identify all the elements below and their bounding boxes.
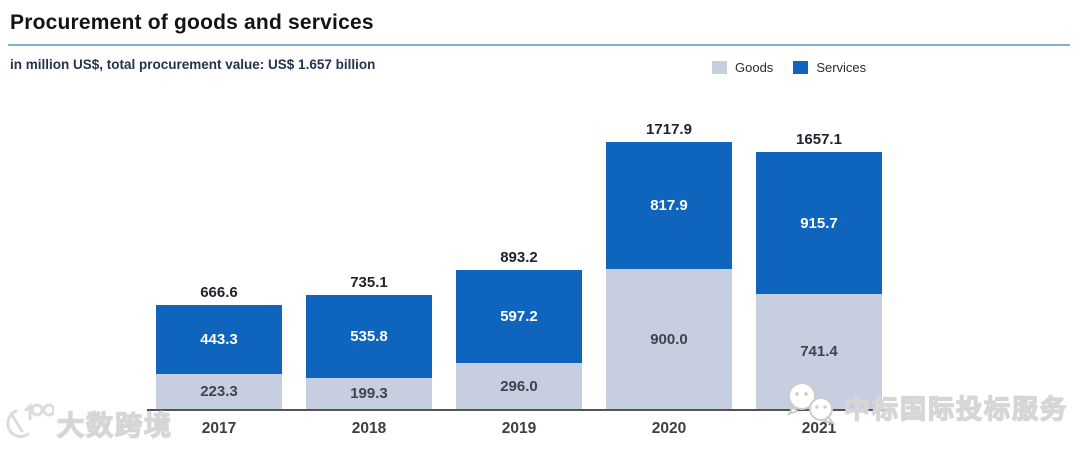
x-axis-label: 2018: [351, 420, 387, 437]
bar-group-2020: 1717.9 817.9 900.0 2020: [606, 0, 732, 437]
services-swatch-icon: [793, 61, 809, 74]
legend-label-services: Services: [816, 60, 867, 75]
goods-swatch-icon: [712, 61, 727, 74]
goods-value-label: 296.0: [500, 377, 538, 395]
legend-item-goods: Goods: [712, 60, 773, 75]
legend-label-goods: Goods: [735, 60, 774, 75]
x-axis-line: [147, 409, 888, 411]
goods-segment: 296.0: [456, 363, 582, 409]
goods-segment: 223.3: [156, 374, 282, 409]
bar-group-2017: 666.6 443.3 223.3 2017: [156, 0, 282, 437]
bar-group-2019: 893.2 597.2 296.0 2019: [456, 0, 582, 437]
goods-value-label: 199.3: [350, 385, 388, 402]
goods-value-label: 223.3: [200, 383, 238, 400]
goods-segment: 741.4: [756, 294, 882, 409]
services-segment: 817.9: [606, 142, 732, 269]
goods-value-label: 900.0: [650, 330, 688, 348]
x-axis-label: 2019: [501, 420, 537, 437]
services-value-label: 817.9: [650, 197, 688, 214]
page-title: Procurement of goods and services: [10, 11, 374, 34]
x-axis-label: 2020: [651, 420, 687, 437]
legend-item-services: Services: [793, 60, 866, 75]
services-value-label: 535.8: [350, 328, 388, 345]
goods-segment: 900.0: [606, 269, 732, 409]
x-axis-label: 2017: [201, 420, 237, 437]
services-value-label: 597.2: [500, 308, 538, 325]
services-segment: 443.3: [156, 305, 282, 374]
bar-group-2021: 1657.1 915.7 741.4 2021: [756, 0, 882, 437]
total-value-label: 1717.9: [646, 121, 692, 138]
goods-value-label: 741.4: [800, 343, 838, 360]
services-value-label: 915.7: [800, 214, 838, 232]
services-segment: 597.2: [456, 270, 582, 363]
total-value-label: 893.2: [500, 249, 538, 266]
services-segment: 535.8: [306, 295, 432, 378]
total-value-label: 735.1: [350, 274, 388, 291]
total-value-label: 666.6: [200, 284, 238, 301]
goods-segment: 199.3: [306, 378, 432, 409]
chart-legend: Goods Services: [712, 60, 866, 75]
bar-group-2018: 735.1 535.8 199.3 2018: [306, 0, 432, 437]
services-value-label: 443.3: [200, 331, 238, 348]
total-value-label: 1657.1: [796, 131, 842, 148]
chart-subtitle: in million US$, total procurement value:…: [10, 57, 376, 72]
x-axis-label: 2021: [801, 420, 837, 437]
title-underline-rule: [8, 44, 1070, 46]
services-segment: 915.7: [756, 152, 882, 294]
